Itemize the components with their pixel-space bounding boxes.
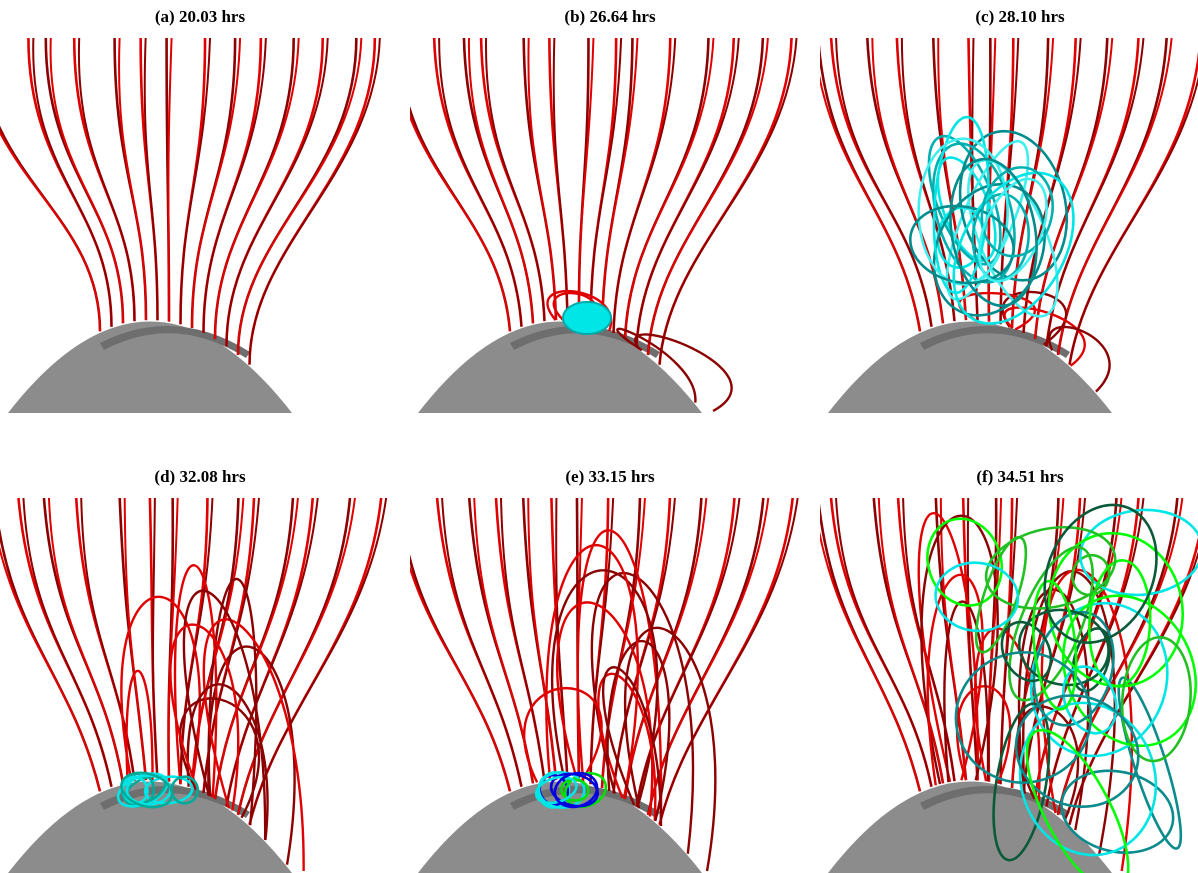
field-line xyxy=(153,498,157,780)
field-line xyxy=(181,38,206,324)
panel-title: (b) 26.64 hrs xyxy=(564,7,656,26)
field-line xyxy=(836,38,931,327)
field-line xyxy=(831,38,931,327)
field-line xyxy=(874,498,943,783)
field-line xyxy=(49,498,123,783)
field-line xyxy=(51,38,123,323)
panel-title: (c) 28.10 hrs xyxy=(975,7,1065,26)
sun-surface xyxy=(8,782,292,873)
field-line xyxy=(637,38,734,346)
panel-art xyxy=(392,38,796,413)
field-line xyxy=(28,38,111,327)
field-line xyxy=(637,38,739,346)
field-line xyxy=(591,38,622,324)
panel-art xyxy=(813,487,1198,873)
panel-title: (d) 32.08 hrs xyxy=(154,467,246,486)
field-loop xyxy=(921,516,997,784)
field-line xyxy=(1047,38,1139,346)
field-line xyxy=(818,38,920,331)
field-line xyxy=(660,38,792,365)
field-line xyxy=(204,38,261,333)
sun-surface xyxy=(8,322,292,414)
field-line xyxy=(879,498,943,783)
field-line xyxy=(46,38,123,323)
field-line xyxy=(579,38,589,322)
panel: (e) 33.15 hrs xyxy=(394,467,798,873)
field-line xyxy=(392,38,510,331)
field-line xyxy=(437,498,521,787)
panel-art xyxy=(0,38,380,413)
panel-art xyxy=(394,498,798,873)
panel-art xyxy=(813,38,1198,413)
panel: (a) 20.03 hrs xyxy=(0,7,380,413)
figure: (a) 20.03 hrs (b) 26.64 hrs (c) 28.10 hrs (… xyxy=(0,0,1198,873)
panel: (f) 34.51 hrs xyxy=(813,467,1198,873)
field-line xyxy=(250,38,375,365)
field-line xyxy=(554,38,568,320)
field-line xyxy=(434,38,521,327)
field-line xyxy=(660,498,793,825)
field-line xyxy=(394,498,510,791)
field-line xyxy=(397,38,510,331)
panel-title: (e) 33.15 hrs xyxy=(565,467,655,486)
field-line xyxy=(442,498,521,787)
field-line xyxy=(0,38,100,331)
field-line xyxy=(227,38,323,346)
field-line xyxy=(192,38,235,328)
field-line xyxy=(18,498,111,787)
field-line xyxy=(469,38,533,323)
panel: (d) 32.08 hrs xyxy=(0,467,386,873)
field-line xyxy=(1047,38,1144,346)
panel-title: (a) 20.03 hrs xyxy=(155,7,246,26)
field-line xyxy=(0,38,100,331)
field-line xyxy=(625,38,713,339)
panel: (c) 28.10 hrs xyxy=(813,7,1198,413)
field-line xyxy=(250,38,380,365)
field-line xyxy=(836,498,931,787)
flux-rope xyxy=(563,302,611,334)
panel: (b) 26.64 hrs xyxy=(392,7,796,413)
field-line xyxy=(528,38,556,320)
field-line xyxy=(33,38,111,327)
field-line xyxy=(399,498,510,791)
panel-art xyxy=(0,498,386,873)
sun-surface xyxy=(828,322,1112,414)
field-line xyxy=(227,38,328,346)
field-line xyxy=(238,38,361,355)
field-line xyxy=(74,38,134,321)
panel-title: (f) 34.51 hrs xyxy=(976,467,1064,486)
